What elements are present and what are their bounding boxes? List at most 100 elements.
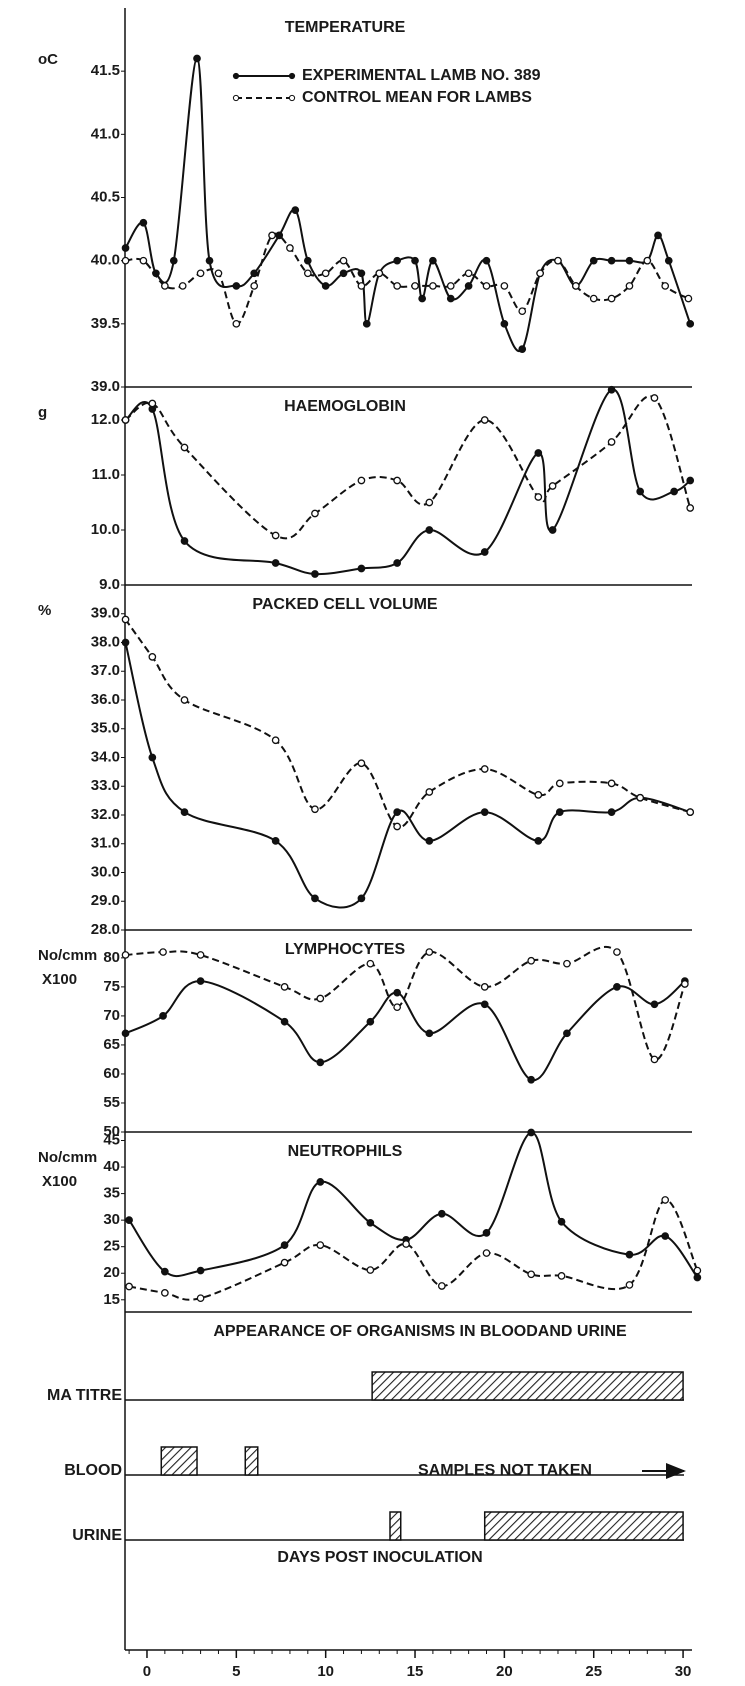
series-line [124, 618, 691, 828]
data-point [148, 399, 157, 408]
data-point [357, 269, 366, 278]
y-axis-label: X100 [42, 971, 77, 988]
data-point [366, 1017, 375, 1026]
y-tick-label: 32.0 [91, 806, 120, 823]
data-point [536, 269, 544, 278]
data-point [555, 779, 564, 788]
data-point [393, 256, 402, 265]
y-tick-label: 35 [103, 1185, 120, 1202]
data-point [250, 282, 259, 290]
data-point [446, 294, 455, 303]
data-point [482, 256, 491, 265]
data-point [411, 282, 419, 290]
data-point [686, 504, 695, 512]
data-point [686, 476, 695, 485]
data-point [482, 1229, 491, 1237]
y-tick-label: 15 [103, 1291, 120, 1308]
data-point [527, 956, 536, 965]
data-point [563, 959, 571, 968]
data-point [625, 1250, 634, 1259]
data-point [613, 948, 621, 956]
data-point [339, 269, 348, 278]
data-point [464, 269, 473, 278]
data-point [425, 837, 434, 845]
data-point [636, 487, 645, 496]
x-tick-label: 30 [675, 1663, 692, 1680]
y-tick-label: 70 [103, 1007, 120, 1024]
data-point [607, 779, 616, 788]
y-tick-label: 75 [103, 978, 120, 995]
presence-bar [244, 1446, 259, 1476]
y-tick-label: 40 [103, 1158, 120, 1175]
data-point [518, 345, 527, 353]
y-axis-label: oC [38, 51, 58, 68]
y-axis-label: g [38, 404, 47, 421]
y-tick-label: 39.0 [91, 378, 120, 395]
data-point [589, 256, 598, 265]
data-point [169, 256, 178, 265]
data-point [548, 526, 557, 534]
y-tick-label: 65 [103, 1036, 120, 1053]
data-point [411, 256, 419, 265]
data-point [271, 837, 280, 845]
data-point [268, 231, 276, 240]
data-point [178, 282, 187, 290]
data-point [393, 988, 402, 997]
data-point [613, 983, 621, 991]
presence-bar [371, 1371, 684, 1401]
y-tick-label: 35.0 [91, 720, 120, 737]
data-point [554, 256, 562, 265]
data-point [482, 1249, 491, 1257]
data-point [250, 269, 259, 278]
data-point [196, 1294, 205, 1303]
data-point [661, 1232, 670, 1240]
data-point [316, 994, 325, 1003]
data-point [121, 615, 130, 624]
data-point [534, 449, 543, 457]
data-point [196, 269, 205, 278]
y-tick-label: 39.5 [91, 315, 120, 332]
data-point [362, 319, 371, 328]
y-tick-label: 39.0 [91, 605, 120, 622]
y-axis-label: No/cmm [38, 1149, 97, 1166]
data-point [557, 1272, 566, 1280]
y-axis-label: % [38, 602, 51, 619]
data-point [480, 765, 489, 773]
data-point [180, 537, 189, 545]
data-point [303, 256, 312, 265]
data-point [316, 1058, 325, 1067]
data-point [527, 1128, 536, 1137]
series-line [124, 642, 691, 909]
data-point [159, 1012, 167, 1020]
x-tick-label: 15 [407, 1663, 424, 1680]
legend-label: EXPERIMENTAL LAMB NO. 389 [302, 67, 541, 84]
data-point [159, 948, 167, 956]
x-tick-label: 25 [585, 1663, 602, 1680]
x-tick-label: 20 [496, 1663, 513, 1680]
data-point [121, 256, 130, 265]
data-point [625, 256, 634, 265]
x-axis-label: DAYS POST INOCULATION [277, 1549, 482, 1566]
data-point [636, 793, 645, 802]
data-point [527, 1270, 536, 1279]
legend-label: CONTROL MEAN FOR LAMBS [302, 89, 532, 106]
y-tick-label: 40.0 [91, 252, 120, 269]
data-point [500, 282, 509, 290]
data-point [571, 282, 580, 290]
x-tick-label: 0 [143, 1663, 151, 1680]
legend-marker [288, 72, 296, 80]
data-point [548, 482, 557, 490]
data-point [480, 416, 489, 424]
data-point [125, 1216, 133, 1224]
data-point [527, 1075, 536, 1084]
data-point [205, 256, 214, 265]
data-point [664, 256, 673, 265]
y-tick-label: 33.0 [91, 777, 120, 794]
y-tick-label: 10.0 [91, 521, 120, 538]
data-point [160, 282, 169, 290]
data-point [121, 951, 130, 959]
panel-title: HAEMOGLOBIN [284, 398, 406, 415]
data-point [480, 548, 489, 556]
presence-bar [389, 1511, 402, 1541]
